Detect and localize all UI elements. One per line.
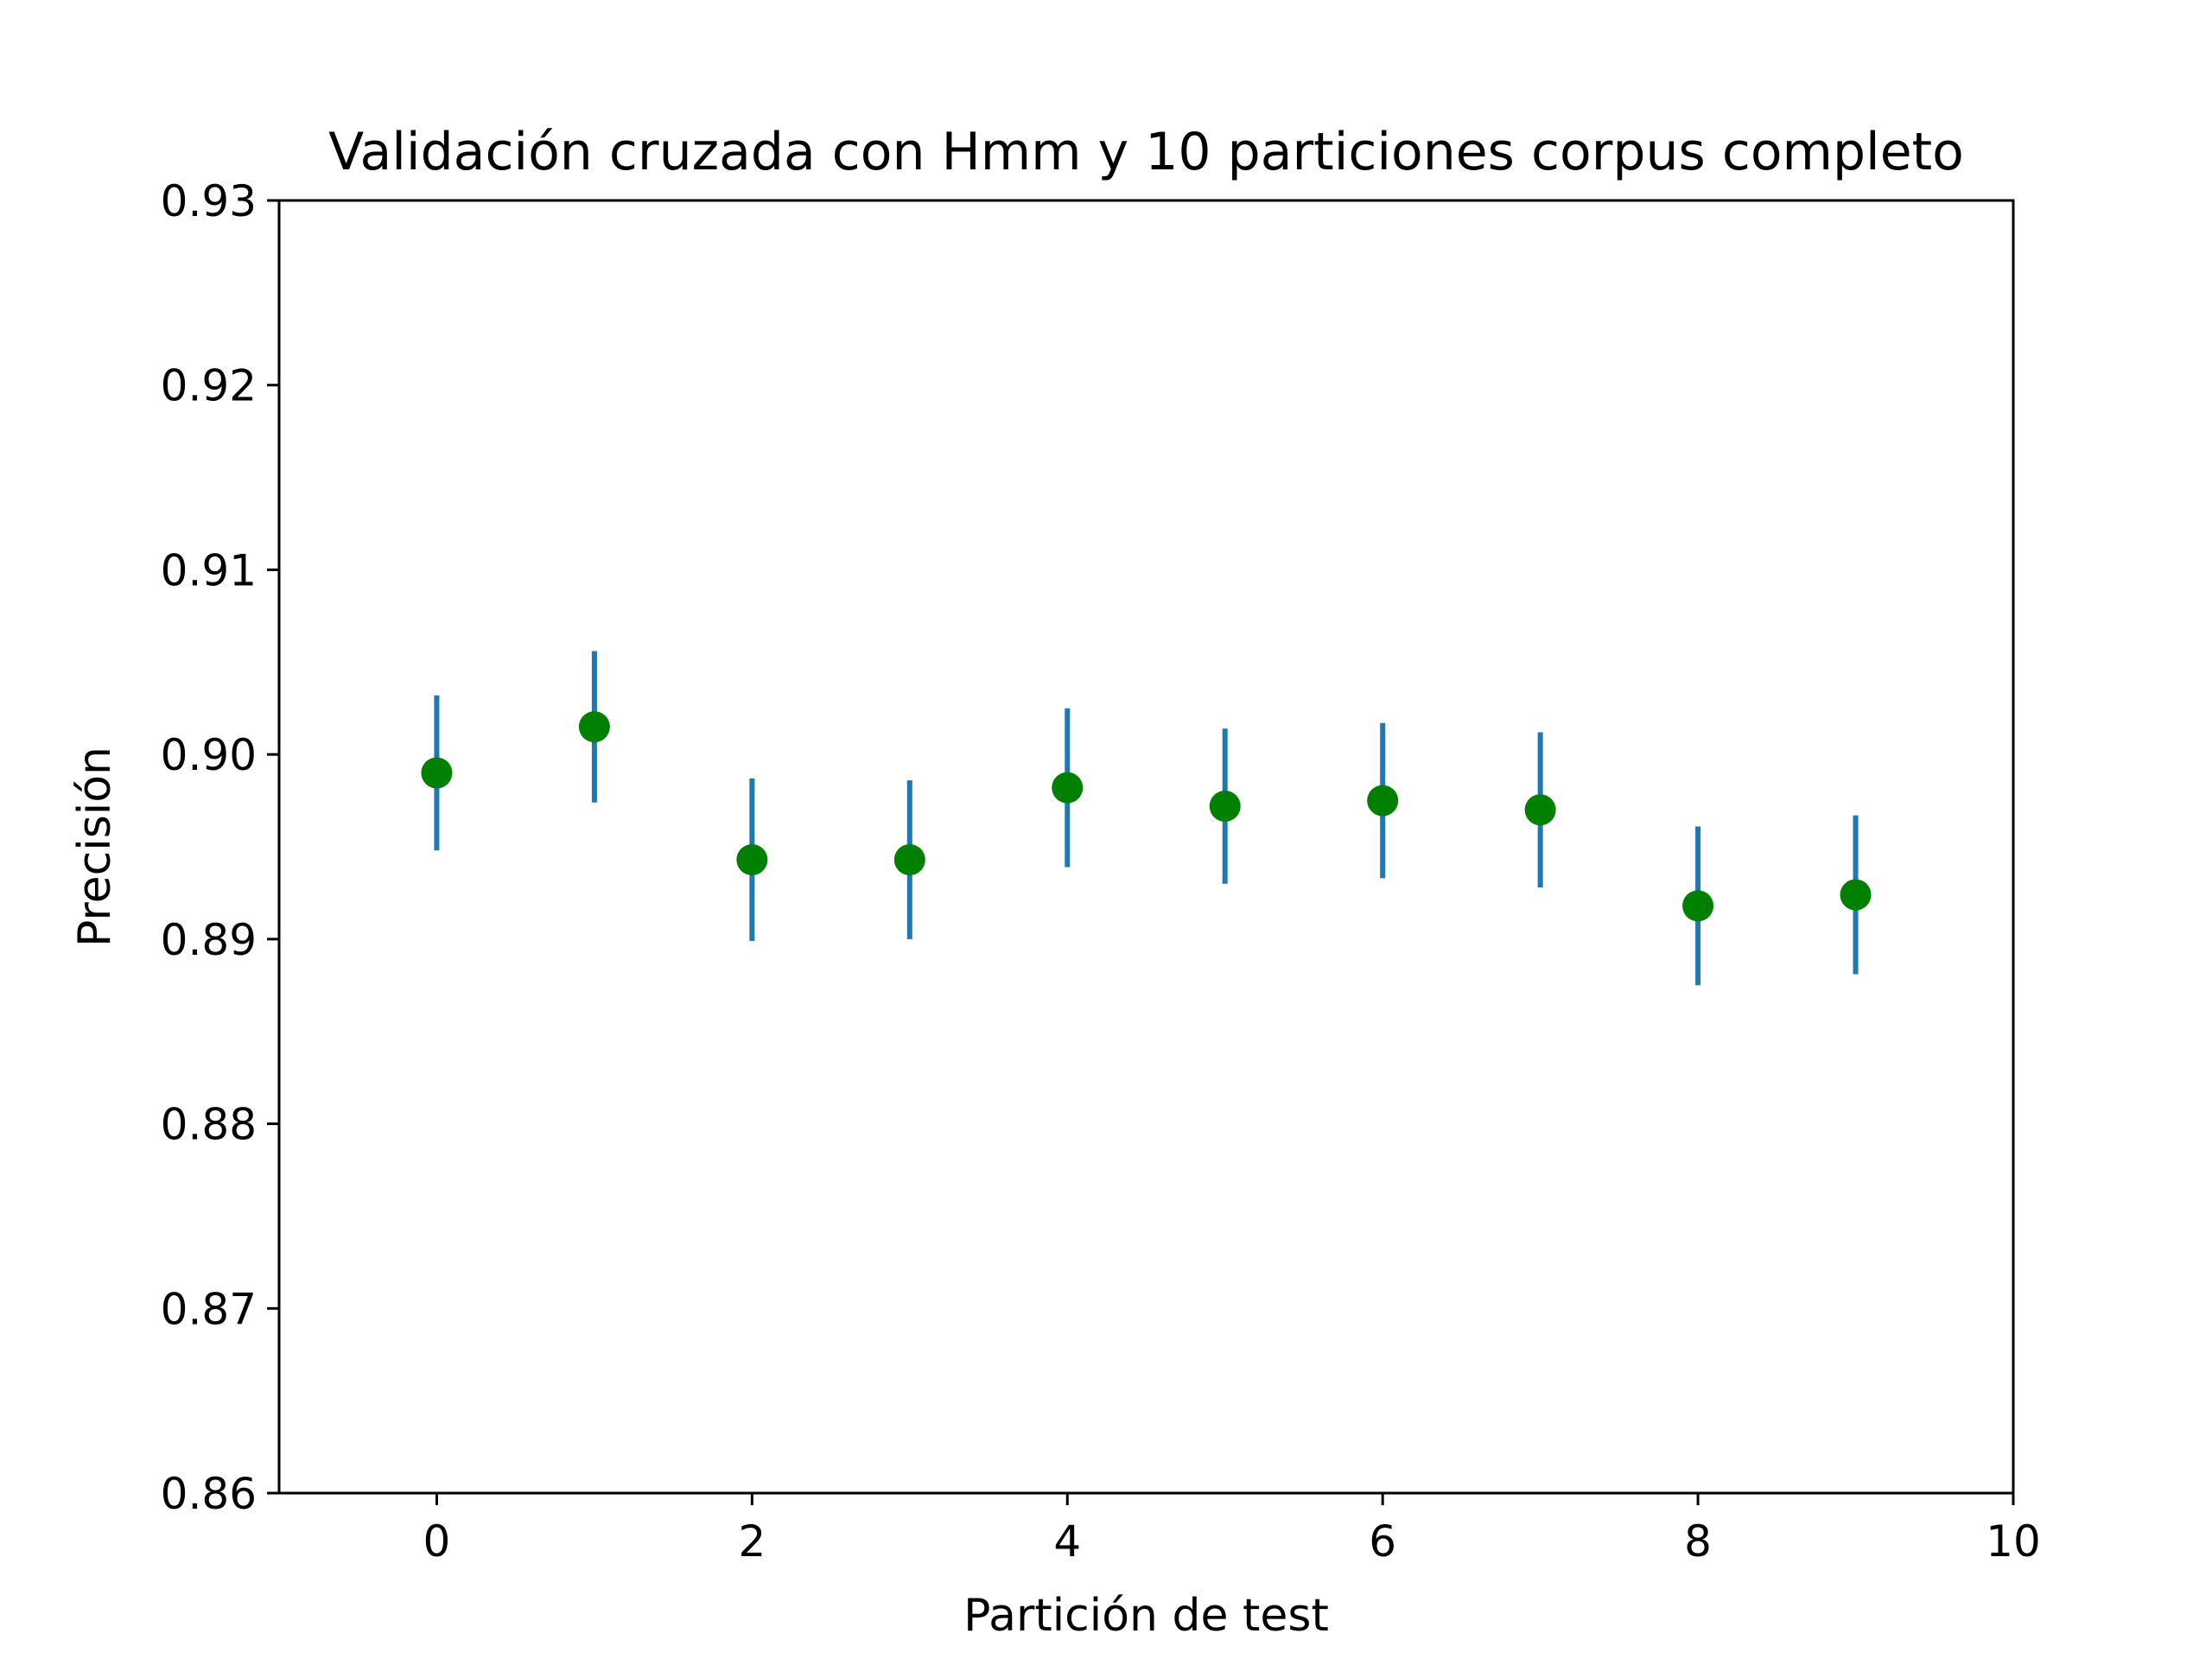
errorbars-layer	[434, 651, 1859, 986]
data-point	[736, 843, 768, 875]
x-tick-label: 8	[1684, 1516, 1712, 1567]
x-axis-label: Partición de test	[963, 1590, 1329, 1642]
x-tick-label: 2	[738, 1516, 766, 1567]
y-tick-label: 0.90	[161, 730, 257, 780]
x-tick-label: 4	[1053, 1516, 1081, 1567]
data-point	[578, 711, 610, 743]
data-point	[1209, 790, 1241, 822]
plot-frame	[277, 199, 2015, 1495]
chart-title: Validación cruzada con Hmm y 10 particio…	[328, 122, 1964, 182]
data-point	[893, 843, 925, 875]
markers-layer	[421, 711, 1872, 922]
y-tick-label: 0.92	[161, 361, 257, 411]
x-tick-label: 10	[1986, 1516, 2041, 1567]
data-point	[1052, 772, 1084, 804]
x-tick-label: 0	[423, 1516, 451, 1567]
data-point	[1840, 879, 1872, 911]
y-tick-label: 0.91	[161, 545, 257, 595]
x-ticks-layer: 0 2 4 6 8 10	[423, 1493, 2041, 1567]
data-point	[1682, 890, 1714, 922]
data-point	[421, 757, 453, 789]
y-tick-label: 0.87	[161, 1284, 257, 1334]
data-point	[1367, 785, 1399, 817]
x-tick-label: 6	[1369, 1516, 1396, 1567]
y-ticks-layer: 0.86 0.87 0.88 0.89 0.90 0.91 0.92 0.93	[161, 176, 279, 1519]
data-point	[1524, 794, 1556, 826]
y-tick-label: 0.89	[161, 915, 257, 965]
y-tick-label: 0.86	[161, 1469, 257, 1519]
y-tick-label: 0.88	[161, 1100, 257, 1150]
y-axis-label: Precisión	[69, 747, 121, 947]
y-tick-label: 0.93	[161, 176, 257, 226]
